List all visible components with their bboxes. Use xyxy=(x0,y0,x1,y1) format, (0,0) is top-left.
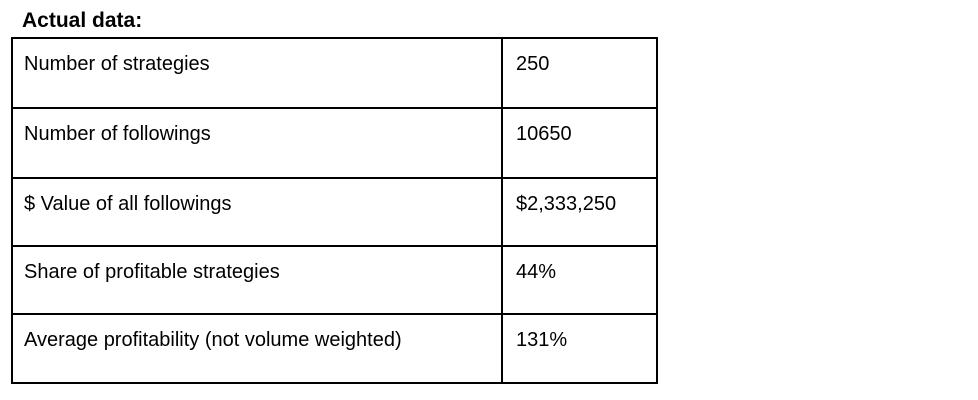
row-label: Average profitability (not volume weight… xyxy=(24,329,402,351)
actual-data-table: Number of strategies 250 Number of follo… xyxy=(11,37,658,384)
row-value: $2,333,250 xyxy=(516,193,617,215)
row-value: 250 xyxy=(516,53,550,75)
row-label: $ Value of all followings xyxy=(24,193,232,215)
table-row: $ Value of all followings $2,333,250 xyxy=(11,177,658,247)
table-row: Number of strategies 250 xyxy=(11,37,658,109)
row-label: Number of followings xyxy=(24,123,211,145)
row-value: 44% xyxy=(516,261,557,283)
row-label-cell: Share of profitable strategies xyxy=(11,245,503,315)
row-label-cell: Number of followings xyxy=(11,107,503,179)
section-heading: Actual data: xyxy=(22,9,143,32)
row-value-cell: 250 xyxy=(501,37,658,109)
row-label: Share of profitable strategies xyxy=(24,261,280,283)
row-label-cell: Average profitability (not volume weight… xyxy=(11,313,503,384)
row-label-cell: $ Value of all followings xyxy=(11,177,503,247)
row-label-cell: Number of strategies xyxy=(11,37,503,109)
table-row: Average profitability (not volume weight… xyxy=(11,313,658,384)
table-row: Share of profitable strategies 44% xyxy=(11,245,658,315)
row-value-cell: 131% xyxy=(501,313,658,384)
row-value-cell: $2,333,250 xyxy=(501,177,658,247)
table-row: Number of followings 10650 xyxy=(11,107,658,179)
row-value-cell: 10650 xyxy=(501,107,658,179)
row-value: 131% xyxy=(516,329,568,351)
row-value: 10650 xyxy=(516,123,572,145)
row-value-cell: 44% xyxy=(501,245,658,315)
row-label: Number of strategies xyxy=(24,53,210,75)
